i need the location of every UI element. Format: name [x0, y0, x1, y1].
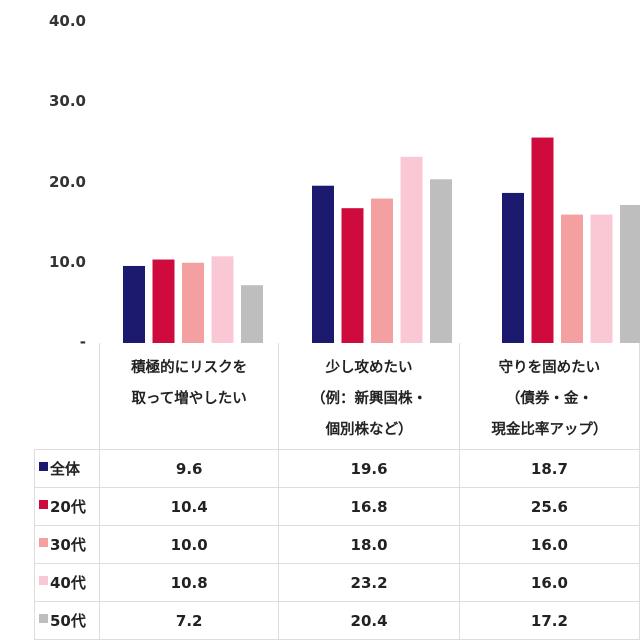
bar — [400, 156, 423, 343]
legend-entry: 20代 — [33, 487, 101, 526]
series-name: 50代 — [50, 612, 86, 630]
data-label: 10.8 — [99, 563, 280, 602]
y-tick-label: 40.0 — [48, 12, 86, 30]
data-label: 17.2 — [458, 601, 640, 640]
category-header: 少し攻めたい （例：新興国株・ 個別株など） — [278, 343, 460, 450]
category-label-line: （債券・金・ — [505, 391, 593, 407]
table-row: 50代 7.2 20.4 17.2 — [33, 601, 640, 640]
bar — [502, 192, 524, 343]
category-label-line: 個別株など） — [325, 422, 413, 438]
data-label: 7.2 — [99, 601, 280, 640]
legend-entry: 全体 — [33, 449, 101, 488]
bar — [590, 214, 613, 343]
y-tick-label: 10.0 — [48, 252, 86, 271]
y-tick-label: 30.0 — [48, 92, 86, 111]
legend-swatch — [39, 576, 48, 585]
bar — [312, 185, 334, 343]
series-name: 40代 — [50, 574, 86, 592]
data-label: 23.2 — [278, 563, 460, 602]
bar — [152, 259, 175, 343]
data-label: 16.8 — [278, 487, 460, 526]
table-corner — [35, 343, 100, 450]
data-label: 16.0 — [458, 563, 640, 602]
data-label: 20.4 — [278, 601, 460, 640]
bar — [241, 285, 263, 343]
bar — [341, 208, 364, 343]
series-name: 全体 — [50, 460, 81, 478]
legend-swatch — [39, 538, 48, 547]
legend-entry: 30代 — [33, 525, 101, 564]
category-label-line: 少し攻めたい — [325, 360, 413, 376]
y-tick-label: 20.0 — [48, 172, 86, 191]
legend-swatch — [39, 462, 48, 471]
y-tick-label: - — [79, 333, 86, 351]
category-header: 積極的にリスクを 取って増やしたい — [99, 343, 280, 450]
data-label: 18.7 — [458, 449, 640, 488]
data-table: 積極的にリスクを 取って増やしたい 少し攻めたい （例：新興国株・ 個別株など） 守りを固… — [33, 343, 640, 640]
bar — [620, 204, 640, 343]
series-name: 30代 — [50, 536, 86, 554]
category-label-line: 取って増やしたい — [131, 391, 247, 407]
legend-swatch — [39, 614, 48, 623]
bar — [182, 262, 204, 343]
category-label-line: 守りを固めたい — [498, 360, 601, 376]
bar — [371, 198, 393, 343]
category-label-line: 現金比率アップ） — [491, 422, 608, 438]
category-label-line: 積極的にリスクを — [131, 360, 248, 376]
data-label: 19.6 — [278, 449, 460, 488]
data-label: 25.6 — [458, 487, 640, 526]
data-label: 10.4 — [99, 487, 280, 526]
bar — [430, 179, 452, 343]
series-name: 20代 — [50, 498, 86, 516]
table-row: 全体 9.6 19.6 18.7 — [33, 449, 640, 488]
category-label-line: （例：新興国株・ — [311, 391, 428, 407]
data-label: 16.0 — [458, 525, 640, 564]
bar — [561, 214, 583, 343]
bar — [123, 265, 145, 343]
bar-plot — [123, 137, 640, 343]
data-label: 18.0 — [278, 525, 460, 564]
bar — [531, 137, 554, 343]
table-row: 20代 10.4 16.8 25.6 — [33, 487, 640, 526]
legend-swatch — [39, 500, 48, 509]
table-row: 40代 10.8 23.2 16.0 — [33, 563, 640, 602]
bar — [211, 256, 234, 343]
legend-entry: 40代 — [33, 563, 101, 602]
category-header: 守りを固めたい （債券・金・ 現金比率アップ） — [458, 343, 640, 450]
table-row: 30代 10.0 18.0 16.0 — [33, 525, 640, 564]
legend-entry: 50代 — [33, 601, 101, 640]
data-label: 10.0 — [99, 525, 280, 564]
data-label: 9.6 — [99, 449, 280, 488]
